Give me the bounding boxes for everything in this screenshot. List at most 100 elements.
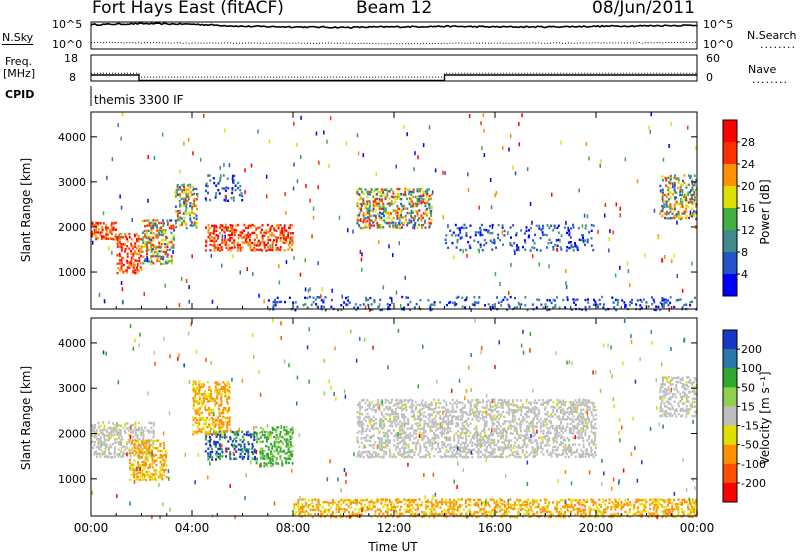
scatter-cell xyxy=(97,443,100,446)
noise-dot xyxy=(269,228,271,232)
scatter-cell xyxy=(469,400,472,404)
scatter-cell xyxy=(452,231,455,234)
scatter-cell xyxy=(226,383,229,386)
scatter-cell xyxy=(229,236,232,240)
scatter-cell xyxy=(592,418,595,421)
scatter-cell xyxy=(142,443,144,447)
noise-dot xyxy=(565,269,567,273)
scatter-cell xyxy=(394,418,397,421)
noise-dot xyxy=(191,254,193,259)
scatter-cell xyxy=(235,224,238,227)
scatter-cell xyxy=(128,266,131,270)
scatter-cell xyxy=(550,241,553,244)
scatter-cell xyxy=(539,426,542,430)
scatter-cell xyxy=(183,202,186,205)
scatter-cell xyxy=(104,226,107,229)
scatter-cell xyxy=(461,402,464,405)
scatter-cell xyxy=(362,226,365,230)
scatter-cell xyxy=(261,238,264,241)
scatter-cell xyxy=(463,223,466,227)
scatter-cell xyxy=(210,416,213,420)
scatter-cell xyxy=(356,219,359,222)
scatter-cell xyxy=(114,438,117,441)
scatter-cell xyxy=(256,457,258,460)
scatter-cell xyxy=(386,202,389,205)
scatter-cell xyxy=(420,219,423,222)
noise-dot xyxy=(489,178,492,182)
scatter-cell xyxy=(304,303,307,306)
scatter-cell xyxy=(560,420,563,424)
scatter-cell xyxy=(408,202,411,206)
scatter-cell xyxy=(133,233,136,237)
scatter-cell xyxy=(261,457,264,460)
scatter-cell xyxy=(539,418,542,421)
scatter-cell xyxy=(665,213,668,216)
scatter-cell xyxy=(410,403,413,407)
scatter-cell xyxy=(437,441,440,445)
scatter-cell xyxy=(374,214,377,218)
scatter-cell xyxy=(116,453,119,456)
scatter-cell xyxy=(234,188,237,192)
scatter-cell xyxy=(213,227,216,230)
scatter-cell xyxy=(669,379,672,382)
scatter-cell xyxy=(160,473,163,476)
scatter-cell xyxy=(683,181,686,184)
scatter-cell xyxy=(586,448,588,451)
scatter-cell xyxy=(661,215,664,218)
scatter-cell xyxy=(275,224,278,227)
scatter-cell xyxy=(183,216,186,219)
scatter-cell xyxy=(141,475,143,478)
noise-dot xyxy=(106,175,108,180)
scatter-cell xyxy=(341,507,344,511)
scatter-cell xyxy=(378,207,381,211)
scatter-cell xyxy=(223,241,226,244)
scatter-cell xyxy=(251,445,254,448)
scatter-cell xyxy=(654,308,657,312)
scatter-cell xyxy=(211,458,214,461)
scatter-cell xyxy=(430,413,433,417)
scatter-cell xyxy=(162,228,165,232)
scatter-cell xyxy=(379,418,381,421)
scatter-cell xyxy=(536,422,538,425)
scatter-cell xyxy=(473,433,476,437)
scatter-cell xyxy=(144,241,147,244)
scatter-cell xyxy=(139,449,142,452)
scatter-cell xyxy=(140,245,143,248)
scatter-cell xyxy=(661,205,664,208)
scatter-cell xyxy=(550,425,553,428)
scatter-cell xyxy=(224,407,227,410)
scatter-cell xyxy=(241,194,244,198)
scatter-cell xyxy=(531,422,534,425)
noise-dot xyxy=(224,194,227,199)
scatter-cell xyxy=(325,508,328,512)
scatter-cell xyxy=(468,434,470,438)
scatter-cell xyxy=(396,412,399,416)
nave-series xyxy=(91,72,697,78)
scatter-cell xyxy=(459,237,462,240)
scatter-cell xyxy=(423,422,426,426)
scatter-cell xyxy=(382,191,385,194)
scatter-cell xyxy=(108,229,111,232)
scatter-cell xyxy=(582,403,585,406)
scatter-cell xyxy=(485,413,488,416)
scatter-cell xyxy=(592,456,595,459)
scatter-cell xyxy=(665,210,668,214)
scatter-cell xyxy=(683,395,686,398)
scatter-cell xyxy=(378,444,381,447)
scatter-cell xyxy=(677,402,680,405)
scatter-cell xyxy=(225,186,228,189)
scatter-cell xyxy=(130,262,133,265)
scatter-cell xyxy=(184,197,187,200)
scatter-cell xyxy=(247,457,250,460)
scatter-cell xyxy=(404,416,407,419)
scatter-cell xyxy=(192,433,195,436)
scatter-cell xyxy=(592,405,595,409)
scatter-cell xyxy=(170,219,173,222)
scatter-cell xyxy=(461,418,464,421)
scatter-cell xyxy=(144,225,147,228)
scatter-cell xyxy=(437,412,440,415)
scatter-cell xyxy=(340,308,343,312)
scatter-cell xyxy=(426,188,429,191)
scatter-cell xyxy=(279,433,282,436)
scatter-cell xyxy=(107,448,110,451)
